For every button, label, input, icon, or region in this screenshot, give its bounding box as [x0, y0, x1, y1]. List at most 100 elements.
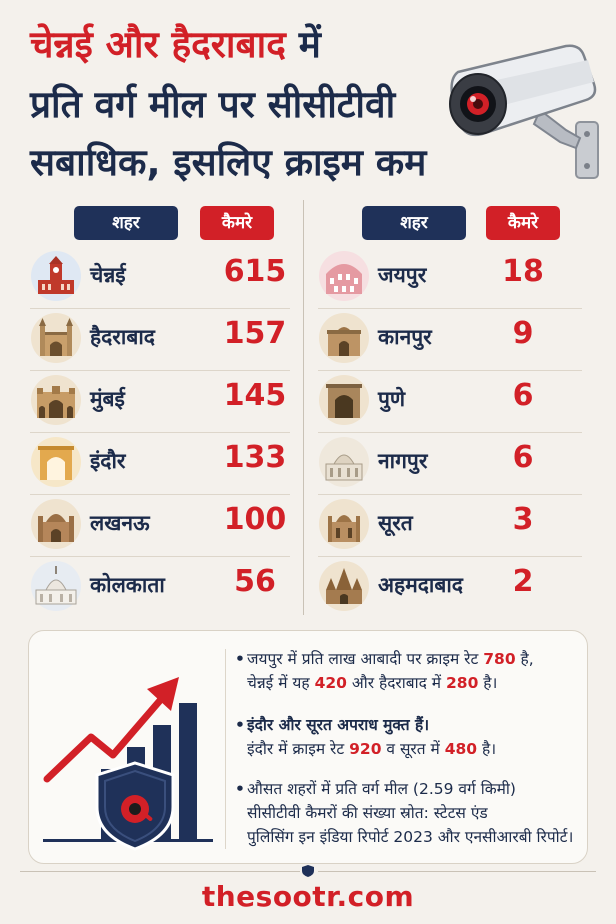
- bullet-1-line-2: चेन्नई में यह 420 और हैदराबाद में 280 है…: [247, 674, 497, 692]
- city-name: सूरत: [378, 511, 413, 535]
- bullet-2-line-1: इंदौर और सूरत अपराध मुक्त हैं।: [247, 716, 430, 734]
- kanpur-monument-icon: [319, 313, 369, 363]
- table-row: चेन्नई 615: [30, 248, 320, 308]
- bullet-text: जयपुर में प्रति लाख आबादी पर क्राइम रेट: [247, 650, 484, 668]
- info-divider: [225, 649, 226, 849]
- camera-count: 133: [223, 440, 287, 475]
- gateway-of-india-icon: [31, 375, 81, 425]
- table-row: सूरत 3: [318, 496, 608, 556]
- victoria-memorial-icon: [31, 561, 81, 611]
- rising-chart-shield-icon: [43, 677, 213, 851]
- city-name: हैदराबाद: [90, 325, 155, 349]
- camera-count: 100: [223, 502, 287, 537]
- city-name: लखनऊ: [90, 511, 150, 535]
- camera-count: 9: [512, 316, 534, 351]
- bullet-3-line-1: औसत शहरों में प्रति वर्ग मील (2.59 वर्ग …: [247, 780, 516, 798]
- table-row: कोलकाता 56: [30, 558, 320, 618]
- bullet-dot: •: [235, 650, 245, 668]
- row-divider: [318, 556, 582, 557]
- city-name: इंदौर: [90, 449, 126, 473]
- right-cameras-header: कैमरे: [486, 206, 560, 240]
- camera-count: 2: [512, 564, 534, 599]
- info-bullet-1: • जयपुर में प्रति लाख आबादी पर क्राइम रे…: [235, 647, 534, 695]
- city-name: अहमदाबाद: [378, 573, 463, 597]
- city-name: मुंबई: [90, 387, 125, 411]
- table-row: मुंबई 145: [30, 372, 320, 432]
- camera-count: 18: [502, 254, 544, 289]
- right-city-header: शहर: [362, 206, 466, 240]
- chennai-monument-icon: [31, 251, 81, 301]
- row-divider: [30, 308, 290, 309]
- bullet-text: और हैदराबाद में: [346, 674, 447, 692]
- bullet-text: है।: [477, 740, 497, 758]
- camera-count: 3: [512, 502, 534, 537]
- info-box: • जयपुर में प्रति लाख आबादी पर क्राइम रे…: [28, 630, 588, 864]
- title-line-1: चेन्नई और हैदराबाद में: [30, 22, 321, 68]
- bullet-1-line-1: जयपुर में प्रति लाख आबादी पर क्राइम रेट …: [247, 650, 534, 668]
- info-bullet-3: • औसत शहरों में प्रति वर्ग मील (2.59 वर्…: [235, 777, 573, 849]
- city-name: पुणे: [378, 387, 406, 411]
- bullet-text: व सूरत में: [381, 740, 445, 758]
- table-row: हैदराबाद 157: [30, 310, 320, 370]
- camera-tables: शहर कैमरे शहर कैमरे चेन्नई 615 हैदराबाद …: [0, 200, 616, 620]
- crime-rate-surat: 480: [444, 740, 478, 758]
- site-logo-text[interactable]: thesootr.com: [201, 880, 415, 913]
- bullet-text: है,: [515, 650, 534, 668]
- table-row: इंदौर 133: [30, 434, 320, 494]
- shield-mark-icon: [302, 865, 314, 877]
- table-row: जयपुर 18: [318, 248, 608, 308]
- city-name: जयपुर: [378, 263, 427, 287]
- crime-rate-indore: 920: [349, 740, 382, 758]
- left-city-header: शहर: [74, 206, 178, 240]
- camera-count: 6: [512, 378, 534, 413]
- city-name: नागपुर: [378, 449, 428, 473]
- column-divider: [303, 200, 304, 615]
- camera-count: 615: [223, 254, 287, 289]
- table-row: पुणे 6: [318, 372, 608, 432]
- bullet-3-line-2: सीसीटीवी कैमरों की संख्या स्रोत: स्टेटस …: [247, 804, 488, 822]
- bullet-2-line-2: इंदौर में क्राइम रेट 920 व सूरत में 480 …: [247, 740, 496, 758]
- indore-gate-icon: [31, 437, 81, 487]
- footer-rule-left: [20, 871, 300, 872]
- city-name: चेन्नई: [90, 263, 126, 287]
- city-name: कानपुर: [378, 325, 432, 349]
- table-row: लखनऊ 100: [30, 496, 320, 556]
- crime-rate-jaipur: 780: [483, 650, 516, 668]
- footer-rule-right: [318, 871, 596, 872]
- camera-count: 157: [223, 316, 287, 351]
- bullet-text: चेन्नई में यह: [247, 674, 315, 692]
- camera-count: 56: [234, 564, 276, 599]
- row-divider: [318, 494, 582, 495]
- bullet-text: है।: [478, 674, 498, 692]
- camera-count: 145: [223, 378, 287, 413]
- header: चेन्नई और हैदराबाद में प्रति वर्ग मील पर…: [0, 0, 616, 200]
- table-row: नागपुर 6: [318, 434, 608, 494]
- row-divider: [30, 556, 290, 557]
- title-line-2: प्रति वर्ग मील पर सीसीटीवी: [30, 83, 396, 126]
- left-cameras-header: कैमरे: [200, 206, 274, 240]
- ahmedabad-temple-icon: [319, 561, 369, 611]
- pune-gate-icon: [319, 375, 369, 425]
- title-line-3: सबाधिक, इसलिए क्राइम कम: [30, 141, 427, 184]
- table-row: कानपुर 9: [318, 310, 608, 370]
- row-divider: [30, 432, 290, 433]
- row-divider: [318, 432, 582, 433]
- camera-count: 6: [512, 440, 534, 475]
- row-divider: [318, 308, 582, 309]
- bullet-dot: •: [235, 716, 245, 734]
- title-line-1-rest: में: [285, 23, 321, 66]
- bullet-3-line-3: पुलिसिंग इन इंडिया रिपोर्ट 2023 और एनसीआ…: [247, 828, 574, 846]
- charminar-icon: [31, 313, 81, 363]
- info-bullet-2: • इंदौर और सूरत अपराध मुक्त हैं। इंदौर म…: [235, 713, 496, 761]
- bullet-text: इंदौर में क्राइम रेट: [247, 740, 350, 758]
- surat-monument-icon: [319, 499, 369, 549]
- row-divider: [318, 370, 582, 371]
- nagpur-dome-icon: [319, 437, 369, 487]
- lucknow-monument-icon: [31, 499, 81, 549]
- crime-rate-hyderabad: 280: [446, 674, 479, 692]
- crime-rate-chennai: 420: [314, 674, 347, 692]
- table-row: अहमदाबाद 2: [318, 558, 608, 618]
- row-divider: [30, 494, 290, 495]
- bullet-dot: •: [235, 780, 245, 798]
- city-name: कोलकाता: [90, 573, 165, 597]
